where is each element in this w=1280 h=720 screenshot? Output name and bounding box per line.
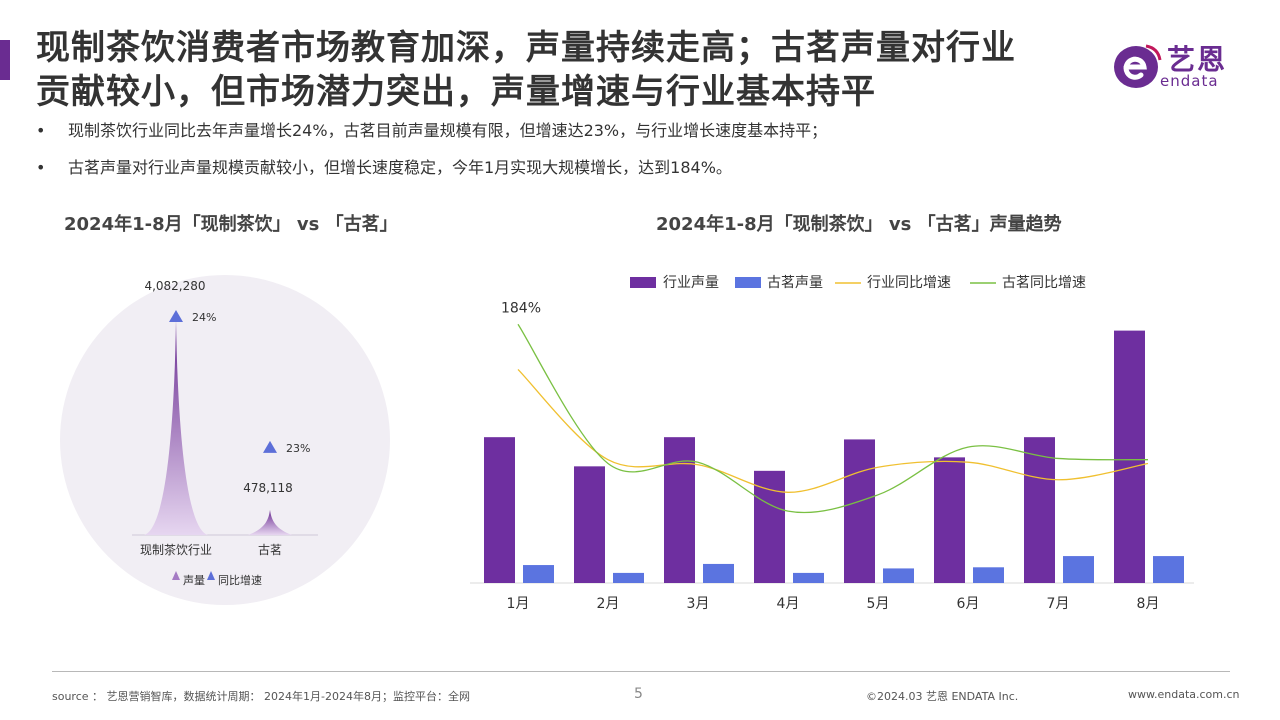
legend-gumin-bar-icon xyxy=(735,277,761,288)
volume-trend-chart: 行业声量 古茗声量 行业同比增速 古茗同比增速 1月 2月 3月 4月 5月 6月 7月 8月 184% xyxy=(470,275,1194,612)
category-label: 现制茶饮行业 xyxy=(140,542,212,557)
page-title-line-1: 现制茶饮消费者市场教育加深，声量持续走高；古茗声量对行业 xyxy=(36,28,1016,68)
x-tick-label: 2月 xyxy=(597,596,620,612)
volume-peak xyxy=(248,509,292,535)
gumin-volume-bar xyxy=(613,572,644,583)
yoy-triangle-marker xyxy=(169,310,183,322)
legend-gumin-line-label: 古茗同比增速 xyxy=(1002,275,1086,291)
category-label: 古茗 xyxy=(258,542,282,557)
industry-volume-bar xyxy=(754,470,785,583)
legend-volume-label: 声量 xyxy=(183,573,205,587)
logo-text-en: endata xyxy=(1160,72,1219,90)
legend-yoy-icon xyxy=(207,571,215,580)
gumin-volume-bar xyxy=(703,563,734,583)
logo-text-cn: 艺恩 xyxy=(1167,43,1228,76)
legend-industry-bar-label: 行业声量 xyxy=(663,275,719,291)
legend-gumin-bar-label: 古茗声量 xyxy=(767,275,823,291)
x-tick-label: 7月 xyxy=(1047,596,1070,612)
title-accent-bar xyxy=(0,40,10,80)
volume-value-label: 4,082,280 xyxy=(144,279,205,293)
x-tick-label: 1月 xyxy=(507,596,530,612)
legend-yoy-label: 同比增速 xyxy=(218,573,262,587)
footer-source: source ： 艺恩营销智库，数据统计周期： 2024年1月-2024年8月；… xyxy=(52,690,470,703)
bullet-item: • 现制茶饮行业同比去年声量增长24%，古茗目前声量规模有限，但增速达23%，与行… xyxy=(36,120,827,142)
gumin-volume-bar xyxy=(883,568,914,583)
yoy-value-label: 23% xyxy=(286,442,310,455)
peak-annotation-label: 184% xyxy=(501,300,541,316)
yoy-value-label: 24% xyxy=(192,311,216,324)
gumin-volume-bar xyxy=(793,572,824,583)
x-tick-label: 6月 xyxy=(957,596,980,612)
x-tick-label: 5月 xyxy=(867,596,890,612)
industry-volume-bar xyxy=(574,466,605,583)
gumin-volume-bar xyxy=(1153,556,1184,583)
footer-divider xyxy=(52,671,1230,672)
page-title-line-2: 贡献较小，但市场潜力突出，声量增速与行业基本持平 xyxy=(36,72,876,112)
bullet-item: • 古茗声量对行业声量规模贡献较小，但增长速度稳定，今年1月实现大规模增长，达到1… xyxy=(36,157,827,179)
industry-yoy-line xyxy=(517,368,1149,493)
gumin-volume-bar xyxy=(973,567,1004,583)
industry-volume-bar xyxy=(844,439,875,583)
legend-industry-line-label: 行业同比增速 xyxy=(867,275,951,291)
x-tick-label: 3月 xyxy=(687,596,710,612)
industry-volume-bar xyxy=(1024,437,1055,583)
bullet-dot: • xyxy=(36,158,46,177)
x-tick-label: 4月 xyxy=(777,596,800,612)
endata-logo-icon xyxy=(1114,44,1162,88)
gumin-yoy-line xyxy=(517,323,1149,514)
x-tick-label: 8月 xyxy=(1137,596,1160,612)
industry-volume-bar xyxy=(484,437,515,583)
left-chart-title: 2024年1-8月「现制茶饮」 vs 「古茗」 xyxy=(64,214,398,235)
summary-bullets: • 现制茶饮行业同比去年声量增长24%，古茗目前声量规模有限，但增速达23%，与行… xyxy=(36,120,827,179)
page-title: 现制茶饮消费者市场教育加深，声量持续走高；古茗声量对行业 贡献较小，但市场潜力突… xyxy=(36,26,1116,114)
chart-background-circle xyxy=(60,275,390,605)
yoy-triangle-marker xyxy=(263,440,277,453)
gumin-volume-bar xyxy=(1063,556,1094,583)
bullet-text: 古茗声量对行业声量规模贡献较小，但增长速度稳定，今年1月实现大规模增长，达到18… xyxy=(68,158,732,177)
page-number: 5 xyxy=(634,686,643,702)
volume-peak xyxy=(144,320,208,535)
industry-volume-bar xyxy=(664,437,695,583)
endata-logo: 艺恩 endata xyxy=(1112,38,1242,92)
right-chart-title: 2024年1-8月「现制茶饮」 vs 「古茗」声量趋势 xyxy=(656,214,1062,235)
bullet-text: 现制茶饮行业同比去年声量增长24%，古茗目前声量规模有限，但增速达23%，与行业… xyxy=(68,121,828,140)
industry-volume-bar xyxy=(934,457,965,583)
legend-industry-bar-icon xyxy=(630,277,656,288)
legend-volume-icon xyxy=(172,571,180,580)
bullet-dot: • xyxy=(36,121,46,140)
footer-website: www.endata.com.cn xyxy=(1128,688,1240,701)
industry-volume-bar xyxy=(1114,330,1145,583)
volume-comparison-chart: 4,082,280 24% 现制茶饮行业 478,118 23% 古茗声量 同比增速 xyxy=(60,275,390,605)
gumin-volume-bar xyxy=(523,565,554,583)
volume-value-label: 478,118 xyxy=(243,481,293,495)
footer-copyright: ©2024.03 艺恩 ENDATA Inc. xyxy=(866,690,1019,703)
